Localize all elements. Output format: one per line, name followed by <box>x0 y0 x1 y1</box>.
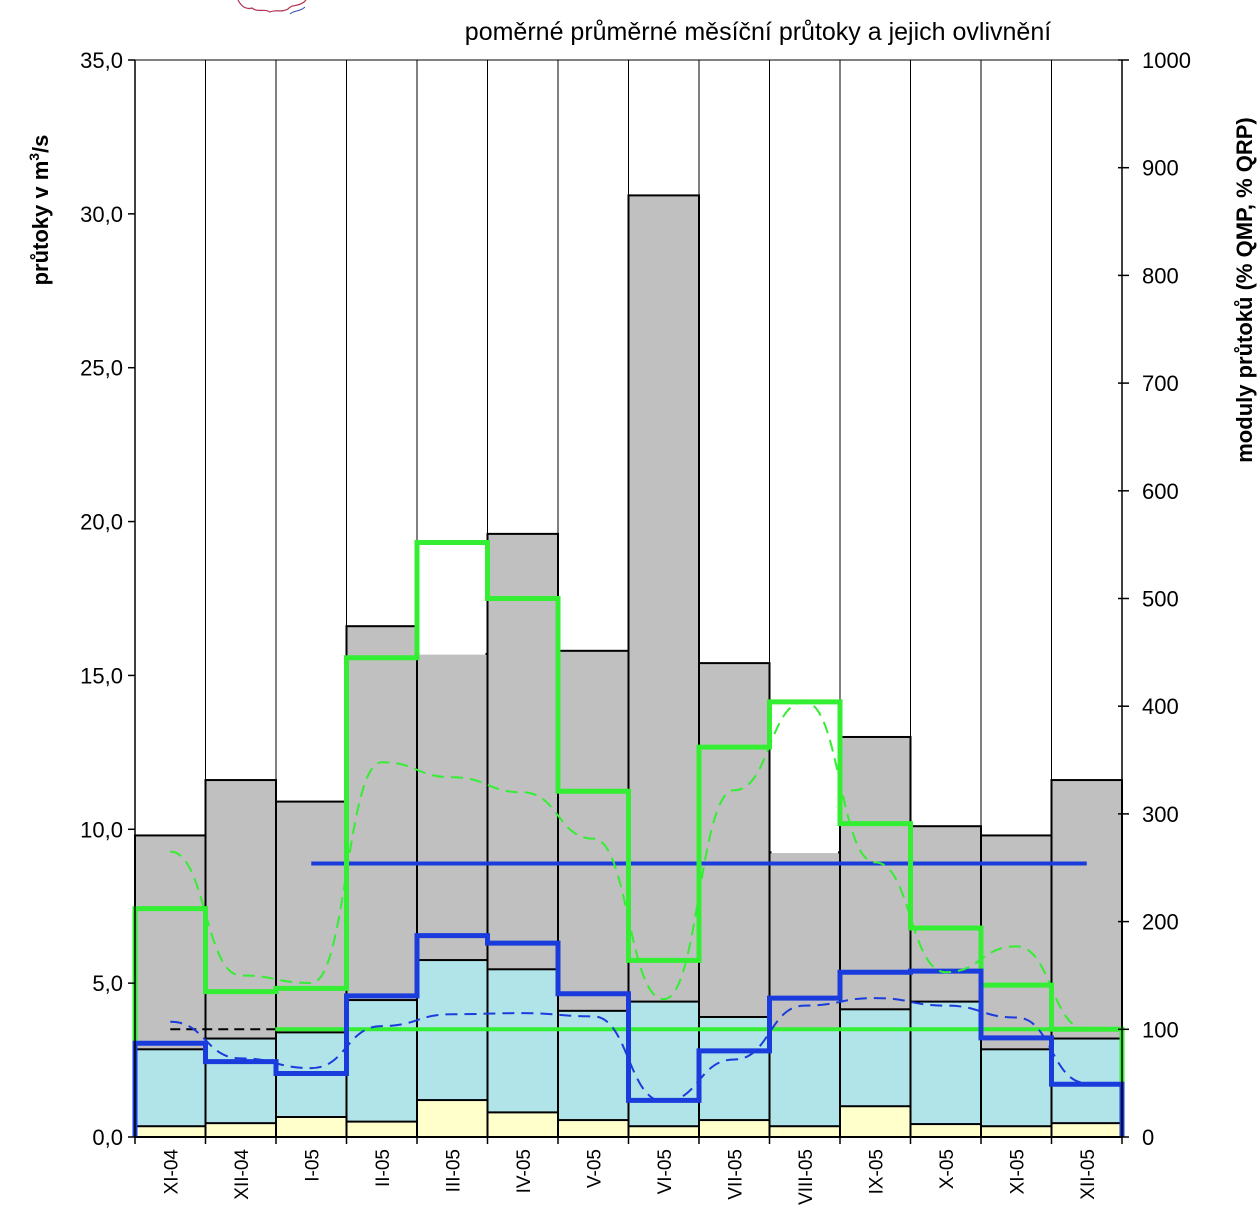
right-tick-label: 600 <box>1142 479 1179 504</box>
right-tick-label: 0 <box>1142 1125 1154 1150</box>
left-tick-label: 20,0 <box>80 510 123 535</box>
category-label: X-05 <box>937 1149 958 1189</box>
right-tick-label: 900 <box>1142 156 1179 181</box>
left-axis-title: průtoky v m3/s <box>26 135 53 286</box>
category-label: VI-05 <box>655 1149 676 1194</box>
yellow-bar <box>134 1125 207 1138</box>
cyan-bar <box>1050 1037 1123 1138</box>
logo-fragment-2 <box>289 6 306 15</box>
right-tick-label: 300 <box>1142 802 1179 827</box>
yellow-bar <box>345 1120 418 1138</box>
category-label: VII-05 <box>725 1149 746 1200</box>
chart-title: poměrné průměrné měsíční průtoky a jejic… <box>465 18 1051 46</box>
right-axis-ticks: 0 100 200 300 400 500 600 700 800 900 1000 <box>1118 48 1191 1150</box>
blue-step-line <box>132 933 1125 1137</box>
category-label: IX-05 <box>866 1149 887 1194</box>
yellow-bar <box>416 1099 489 1139</box>
right-tick-label: 200 <box>1142 910 1179 935</box>
category-labels: XI-04 XII-04 I-05 II-05 III-05 IV-05 V-05 VI-05… <box>134 1137 1123 1205</box>
yellow-bar <box>204 1122 277 1138</box>
left-tick-label: 35,0 <box>80 48 123 73</box>
category-label: I-05 <box>302 1149 323 1182</box>
yellow-bar <box>627 1125 700 1138</box>
cyan-bar <box>768 1028 841 1139</box>
yellow-bar <box>768 1125 841 1138</box>
right-tick-label: 1000 <box>1142 48 1191 73</box>
category-label: XII-05 <box>1078 1149 1099 1200</box>
yellow-bar <box>1050 1122 1123 1138</box>
cyan-bar <box>627 1000 700 1138</box>
overflow-fill <box>771 701 838 854</box>
left-tick-label: 0,0 <box>92 1125 123 1150</box>
gray-bar <box>627 194 700 1138</box>
left-tick-label: 15,0 <box>80 663 123 688</box>
cyan-bar <box>486 968 559 1138</box>
left-tick-label: 5,0 <box>92 971 123 996</box>
logo-fragment <box>237 0 307 13</box>
category-label: II-05 <box>373 1149 394 1187</box>
cyan-bar <box>698 1015 771 1139</box>
right-tick-label: 700 <box>1142 371 1179 396</box>
yellow-bar <box>275 1115 348 1138</box>
cyan-bar <box>204 1037 277 1138</box>
category-label: XI-04 <box>161 1149 182 1195</box>
green-step-line <box>132 539 1125 1137</box>
yellow-bar <box>909 1123 982 1139</box>
right-axis-title: moduly průtoků (% QMP, % QRP) <box>1232 117 1257 463</box>
left-axis-ticks: 0,0 5,0 10,0 15,0 20,0 25,0 30,0 35,0 <box>80 48 135 1150</box>
yellow-bar <box>839 1105 912 1138</box>
overflow-fill <box>419 542 486 655</box>
right-tick-label: 400 <box>1142 694 1179 719</box>
category-label: V-05 <box>584 1149 605 1188</box>
left-tick-label: 30,0 <box>80 202 123 227</box>
green-dashed-line <box>170 700 1087 1031</box>
category-label: XII-04 <box>232 1149 253 1200</box>
right-tick-label: 100 <box>1142 1017 1179 1042</box>
cyan-bar <box>980 1048 1053 1138</box>
right-tick-label: 500 <box>1142 587 1179 612</box>
yellow-bar <box>980 1125 1053 1138</box>
cyan-bar <box>345 999 418 1138</box>
left-tick-label: 10,0 <box>80 817 123 842</box>
left-tick-label: 25,0 <box>80 356 123 381</box>
yellow-bar <box>698 1119 771 1138</box>
category-label: IV-05 <box>514 1149 535 1193</box>
yellow-bar <box>557 1119 630 1138</box>
category-label: III-05 <box>443 1149 464 1192</box>
series-lines <box>132 539 1125 1137</box>
right-tick-label: 800 <box>1142 263 1179 288</box>
cyan-bar <box>909 1000 982 1138</box>
cyan-bar <box>134 1048 207 1138</box>
category-label: XI-05 <box>1007 1149 1028 1194</box>
category-label: VIII-05 <box>796 1149 817 1205</box>
yellow-bar <box>486 1111 559 1138</box>
